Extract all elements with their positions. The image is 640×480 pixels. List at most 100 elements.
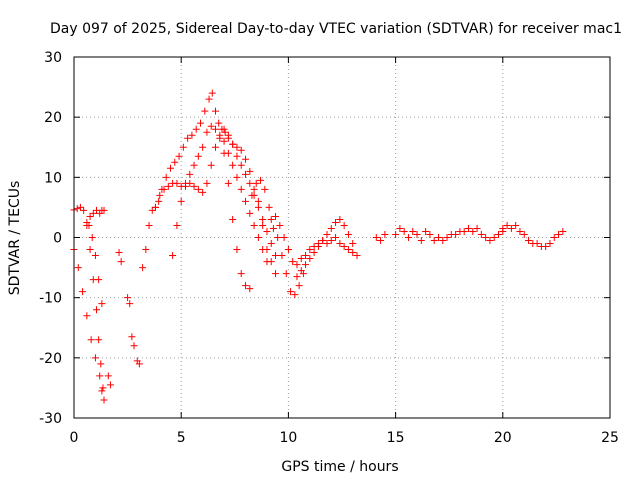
data-point <box>381 230 389 238</box>
data-point <box>349 249 357 257</box>
data-point <box>246 285 254 293</box>
data-point <box>460 227 468 235</box>
data-point <box>85 221 93 229</box>
series-pass-h <box>169 122 254 293</box>
x-axis-label: GPS time / hours <box>281 459 398 475</box>
data-point <box>452 230 460 238</box>
data-point <box>117 258 125 266</box>
data-point <box>74 264 82 272</box>
data-point <box>344 230 352 238</box>
data-point <box>319 237 327 245</box>
data-point <box>246 167 254 175</box>
x-tick-label: 15 <box>387 430 405 446</box>
data-point <box>95 336 103 344</box>
data-point <box>291 291 299 299</box>
data-point <box>272 270 280 278</box>
data-point <box>274 234 282 241</box>
data-point <box>263 227 271 235</box>
data-point <box>272 212 280 220</box>
data-point <box>89 209 97 217</box>
data-point <box>203 179 211 187</box>
data-point <box>135 360 143 368</box>
data-point <box>179 143 187 151</box>
data-point <box>194 185 202 193</box>
data-point <box>104 372 112 380</box>
data-point <box>555 230 563 238</box>
data-point <box>186 170 194 178</box>
data-point <box>199 143 207 151</box>
data-point <box>215 119 223 127</box>
data-point <box>246 209 254 217</box>
x-tick-label: 10 <box>279 430 297 446</box>
data-point <box>314 243 322 251</box>
data-point <box>100 396 108 404</box>
data-point <box>336 215 344 223</box>
data-point <box>203 128 211 136</box>
y-tick-label: 20 <box>44 110 62 126</box>
data-point <box>220 149 228 157</box>
data-point <box>205 95 213 103</box>
data-point <box>87 336 95 344</box>
data-point <box>252 179 260 187</box>
data-point <box>477 230 485 238</box>
data-point <box>276 221 284 229</box>
data-point <box>426 230 434 238</box>
data-point <box>201 107 209 115</box>
data-point <box>242 170 250 178</box>
data-point <box>126 300 134 308</box>
data-point <box>267 215 275 223</box>
data-point <box>443 234 451 241</box>
data-point <box>248 191 256 199</box>
data-point <box>115 249 123 257</box>
data-point <box>257 176 265 184</box>
data-point <box>142 246 150 254</box>
data-point <box>76 203 84 211</box>
data-point <box>212 107 220 115</box>
data-point <box>155 197 163 205</box>
data-point <box>413 230 421 238</box>
data-point <box>533 240 541 248</box>
series-pass-i <box>220 125 280 260</box>
data-point <box>250 185 258 193</box>
data-point <box>269 224 277 232</box>
data-point <box>98 387 106 395</box>
data-point <box>546 240 554 248</box>
data-point <box>464 224 472 232</box>
data-point <box>327 237 335 245</box>
data-point <box>550 234 558 241</box>
data-point <box>160 185 168 193</box>
data-point <box>372 234 380 241</box>
data-point <box>88 234 96 241</box>
data-point <box>130 342 138 350</box>
data-point <box>289 258 297 266</box>
data-point <box>190 182 198 190</box>
data-point <box>242 282 250 290</box>
data-point <box>166 164 174 172</box>
data-point <box>99 384 107 392</box>
data-point <box>332 234 340 241</box>
data-point <box>323 230 331 238</box>
data-point <box>559 227 567 235</box>
data-point <box>190 161 198 169</box>
data-point <box>237 146 245 154</box>
y-tick-label: 30 <box>44 50 62 66</box>
data-point <box>490 234 498 241</box>
data-point <box>265 203 273 211</box>
data-point <box>106 381 114 389</box>
data-point <box>340 221 348 229</box>
axis-ticks: 0 5 10 15 20 25 -30 -20 -10 0 10 20 30 <box>39 50 619 446</box>
data-point <box>295 282 303 290</box>
data-point <box>95 276 103 284</box>
data-point <box>97 360 105 368</box>
data-point <box>208 89 216 97</box>
data-point <box>344 246 352 254</box>
data-point <box>242 155 250 163</box>
data-point <box>139 264 147 272</box>
data-point <box>261 185 269 193</box>
data-point <box>439 237 447 245</box>
data-point <box>422 227 430 235</box>
data-point <box>93 306 101 314</box>
data-point <box>293 273 301 281</box>
data-point <box>237 161 245 169</box>
